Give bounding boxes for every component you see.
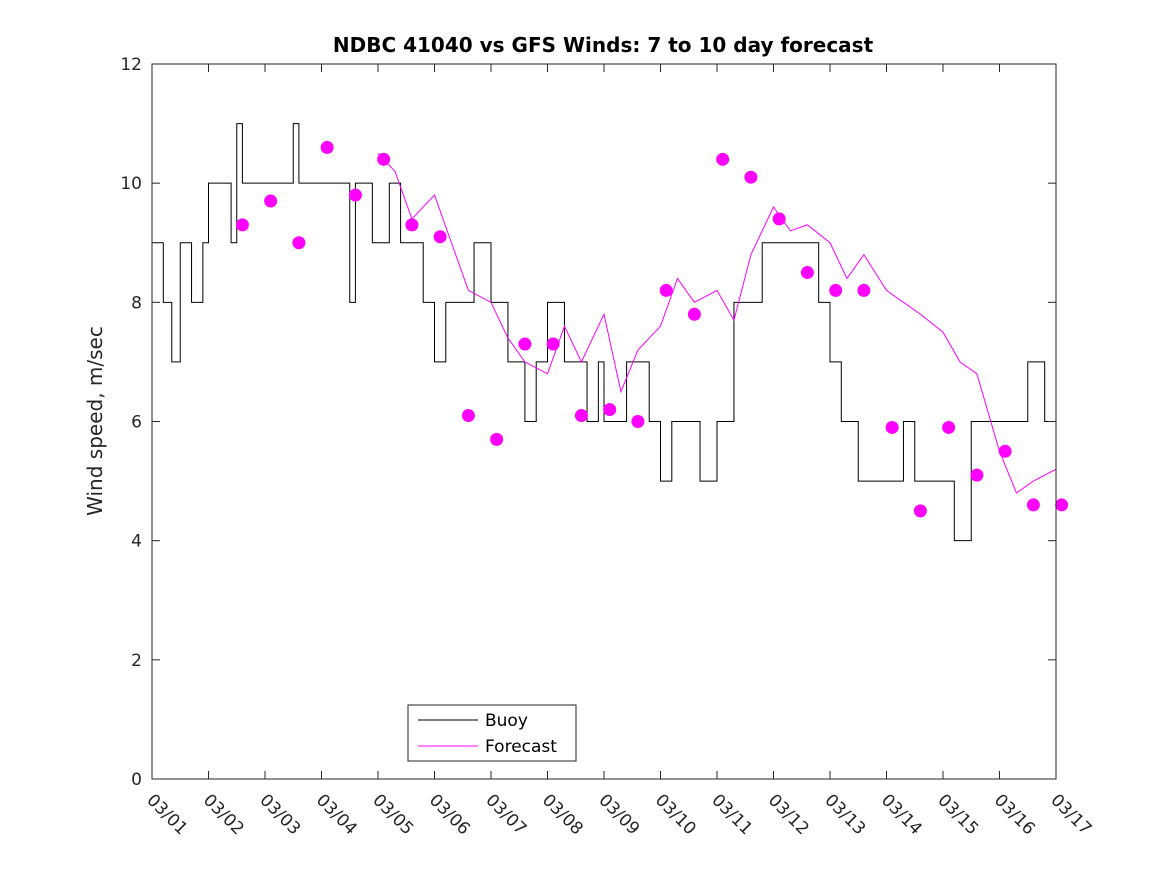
x-tick-label: 03/02 — [199, 790, 248, 839]
x-tick-label: 03/07 — [481, 790, 530, 839]
forecast-marker — [885, 420, 899, 434]
forecast-marker — [546, 337, 560, 351]
forecast-marker — [829, 283, 843, 297]
y-tick-label: 0 — [131, 770, 142, 790]
y-tick-label: 2 — [131, 651, 142, 671]
forecast-marker — [1055, 498, 1069, 512]
x-tick-label: 03/04 — [312, 790, 361, 839]
forecast-marker — [320, 140, 334, 154]
forecast-marker — [970, 468, 984, 482]
forecast-marker — [687, 307, 701, 321]
y-tick-label: 10 — [120, 174, 142, 194]
forecast-marker — [631, 415, 645, 428]
forecast-marker — [744, 170, 758, 184]
x-tick-label: 03/16 — [990, 790, 1039, 839]
forecast-marker — [377, 152, 391, 166]
y-tick-label: 12 — [120, 55, 142, 75]
forecast-marker — [405, 218, 419, 232]
forecast-marker — [348, 188, 362, 202]
y-tick-label: 4 — [131, 532, 142, 552]
x-tick-label: 03/08 — [538, 790, 587, 839]
forecast-marker — [716, 152, 730, 166]
legend-label-buoy: Buoy — [485, 711, 528, 731]
buoy-series — [152, 123, 1057, 542]
x-tick-label: 03/06 — [425, 790, 474, 839]
forecast-marker — [461, 409, 475, 423]
forecast-marker — [913, 504, 927, 518]
forecast-line — [377, 153, 1057, 494]
buoy-line — [152, 123, 1057, 542]
forecast-marker — [574, 409, 588, 423]
forecast-marker — [603, 403, 617, 417]
x-tick-label: 03/01 — [142, 790, 191, 839]
x-tick-label: 03/17 — [1046, 790, 1095, 839]
forecast-marker — [235, 218, 249, 232]
x-tick-label: 03/11 — [707, 790, 756, 839]
forecast-marker — [857, 283, 871, 297]
chart-title: NDBC 41040 vs GFS Winds: 7 to 10 day for… — [333, 33, 874, 57]
x-tick-label: 03/12 — [764, 790, 813, 839]
x-axis: 03/01 03/02 03/03 03/04 03/05 03/06 03/07 03/08… — [142, 64, 1095, 839]
forecast-marker — [1026, 498, 1040, 512]
x-tick-label: 03/05 — [368, 790, 417, 839]
x-tick-label: 03/14 — [877, 790, 926, 839]
x-tick-label: 03/09 — [594, 790, 643, 839]
y-tick-label: 6 — [131, 413, 142, 433]
y-tick-label: 8 — [131, 293, 142, 313]
forecast-markers — [235, 140, 1069, 518]
x-tick-label: 03/10 — [651, 790, 700, 839]
forecast-marker — [264, 194, 278, 208]
forecast-marker — [292, 236, 306, 250]
forecast-marker — [518, 337, 532, 351]
legend: Buoy Forecast — [407, 704, 577, 762]
forecast-marker — [433, 230, 447, 244]
forecast-series — [377, 153, 1057, 494]
forecast-marker — [942, 420, 956, 434]
x-tick-label: 03/15 — [933, 790, 982, 839]
x-tick-label: 03/13 — [820, 790, 869, 839]
forecast-marker — [490, 432, 504, 446]
legend-box — [407, 704, 577, 762]
forecast-marker — [772, 212, 786, 226]
legend-label-forecast: Forecast — [485, 737, 557, 757]
x-tick-label: 03/03 — [255, 790, 304, 839]
forecast-marker — [659, 283, 673, 297]
forecast-marker — [800, 266, 814, 280]
y-axis-label: Wind speed, m/sec — [83, 326, 107, 516]
y-axis: 0 2 4 6 8 10 12 — [120, 55, 1056, 790]
forecast-marker — [998, 444, 1012, 458]
